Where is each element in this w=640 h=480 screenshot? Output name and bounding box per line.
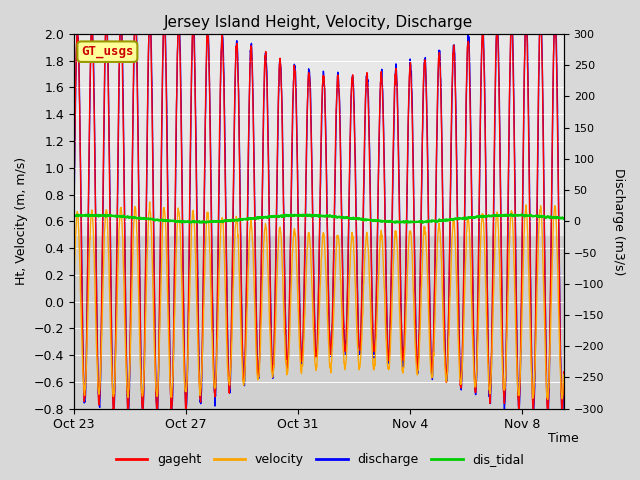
gageht <box>70 207 77 213</box>
velocity <box>70 295 77 301</box>
Line: velocity: velocity <box>74 202 564 399</box>
dis_tidal <box>70 214 77 219</box>
dis_tidal <box>560 216 568 222</box>
gageht <box>544 413 552 419</box>
Line: gageht: gageht <box>74 14 564 416</box>
velocity <box>544 396 552 402</box>
velocity <box>294 296 301 302</box>
Text: Time: Time <box>548 432 579 444</box>
Line: discharge: discharge <box>74 10 564 424</box>
Y-axis label: Ht, Velocity (m, m/s): Ht, Velocity (m, m/s) <box>15 157 28 286</box>
gageht <box>560 369 568 375</box>
dis_tidal <box>508 211 515 217</box>
Text: GT_usgs: GT_usgs <box>81 45 134 58</box>
discharge <box>70 226 77 231</box>
Y-axis label: Discharge (m3/s): Discharge (m3/s) <box>612 168 625 275</box>
discharge <box>294 192 301 198</box>
velocity <box>255 368 263 374</box>
discharge <box>255 362 263 368</box>
gageht <box>399 354 406 360</box>
dis_tidal <box>247 216 255 221</box>
discharge <box>210 371 218 377</box>
Line: dis_tidal: dis_tidal <box>74 214 564 223</box>
dis_tidal <box>294 213 301 218</box>
dis_tidal <box>399 219 406 225</box>
Legend: gageht, velocity, discharge, dis_tidal: gageht, velocity, discharge, dis_tidal <box>111 448 529 471</box>
discharge <box>399 349 406 355</box>
velocity <box>560 372 568 377</box>
discharge <box>551 7 559 13</box>
gageht <box>112 303 120 309</box>
discharge <box>560 385 568 391</box>
dis_tidal <box>202 220 210 226</box>
velocity <box>247 221 255 227</box>
discharge <box>112 314 120 320</box>
gageht <box>255 359 263 364</box>
Bar <box>74 34 564 235</box>
velocity <box>112 337 120 343</box>
velocity <box>399 368 406 374</box>
dis_tidal <box>255 215 263 220</box>
velocity <box>210 377 218 383</box>
discharge <box>154 421 161 427</box>
discharge <box>247 49 255 55</box>
gageht <box>247 47 255 52</box>
gageht <box>294 199 301 205</box>
dis_tidal <box>210 219 218 225</box>
velocity <box>146 199 154 205</box>
Title: Jersey Island Height, Velocity, Discharge: Jersey Island Height, Velocity, Discharg… <box>164 15 474 30</box>
gageht <box>146 12 154 17</box>
dis_tidal <box>112 214 120 219</box>
gageht <box>210 372 218 378</box>
